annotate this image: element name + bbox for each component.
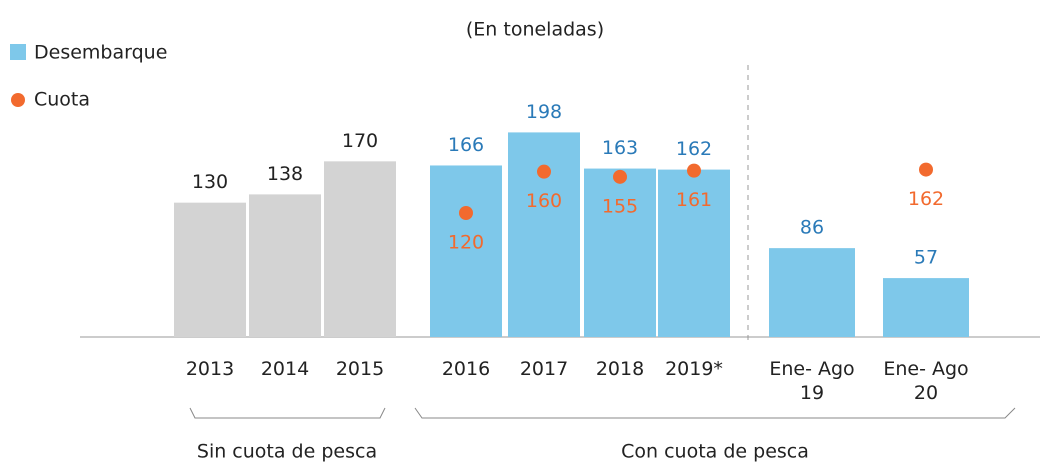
data-label: 162 <box>908 188 944 210</box>
legend-label: Desembarque <box>34 42 167 64</box>
group-label: Sin cuota de pesca <box>197 441 377 463</box>
data-label: 138 <box>267 163 303 185</box>
x-tick-label: 2019* <box>665 358 723 380</box>
legend-label: Cuota <box>34 89 90 111</box>
bar <box>658 169 730 337</box>
bar <box>883 278 969 337</box>
data-label: 166 <box>448 134 484 156</box>
bar <box>769 248 855 337</box>
data-label: 155 <box>602 195 638 217</box>
quota-dot <box>613 169 627 184</box>
x-tick-label: 2013 <box>185 358 235 380</box>
x-tick-label: 2016 <box>441 358 491 380</box>
bar <box>508 132 580 337</box>
data-label: 86 <box>800 217 824 239</box>
bracket <box>189 407 386 419</box>
bar <box>174 202 246 337</box>
x-tick-label: 2018 <box>595 358 645 380</box>
quota-dot <box>537 164 551 179</box>
data-label: 161 <box>676 189 712 211</box>
data-label: 130 <box>192 171 228 193</box>
bar <box>249 194 321 337</box>
chart-title: (En toneladas) <box>466 19 604 41</box>
legend-swatch <box>11 93 25 107</box>
data-label: 162 <box>676 138 712 160</box>
quota-dot <box>919 162 933 177</box>
x-tick-label: 2015 <box>335 358 385 380</box>
bar <box>584 168 656 337</box>
x-tick-label: Ene- Ago 19 <box>769 358 855 404</box>
quota-dot <box>459 206 473 220</box>
data-label: 170 <box>342 130 378 152</box>
data-label: 57 <box>914 247 938 269</box>
quota-dot <box>687 163 701 178</box>
x-tick-label: 2014 <box>260 358 310 380</box>
legend-swatch <box>10 44 26 60</box>
bracket <box>414 407 1016 419</box>
x-tick-label: Ene- Ago 20 <box>883 358 969 404</box>
x-tick-label: 2017 <box>519 358 569 380</box>
group-label: Con cuota de pesca <box>621 441 809 463</box>
bar <box>324 161 396 337</box>
data-label: 163 <box>602 137 638 159</box>
bar <box>430 165 502 337</box>
data-label: 120 <box>448 232 484 254</box>
data-label: 160 <box>526 190 562 212</box>
data-label: 198 <box>526 101 562 123</box>
